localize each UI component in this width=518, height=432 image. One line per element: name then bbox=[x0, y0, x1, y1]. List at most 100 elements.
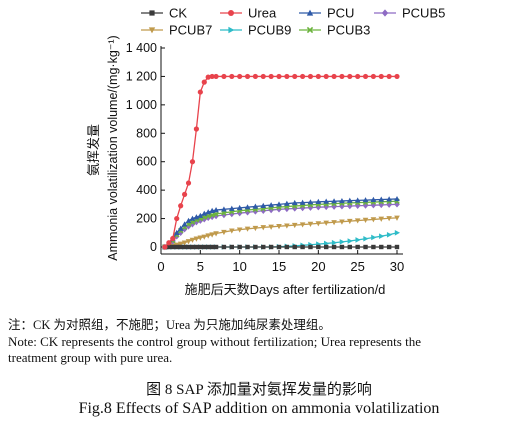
data-point-pcu bbox=[221, 206, 227, 212]
data-point-pcub7 bbox=[197, 235, 204, 241]
data-point-ck bbox=[284, 244, 290, 250]
data-point-urea bbox=[166, 240, 172, 246]
data-point-urea bbox=[201, 79, 207, 85]
data-point-ck bbox=[166, 244, 172, 250]
data-point-ck bbox=[276, 244, 282, 250]
x-tick-label: 30 bbox=[390, 259, 404, 274]
data-point-ck bbox=[363, 244, 368, 250]
legend-item-pcub9: PCUB9 bbox=[220, 23, 291, 38]
data-point-pcub7 bbox=[213, 231, 219, 237]
data-point-urea bbox=[276, 73, 282, 80]
data-point-ck bbox=[379, 244, 384, 250]
data-point-pcub3 bbox=[205, 213, 211, 219]
data-point-urea bbox=[370, 73, 376, 80]
data-point-ck bbox=[300, 244, 305, 250]
data-point-urea bbox=[331, 73, 337, 80]
data-point-pcub5 bbox=[189, 221, 196, 228]
data-point-pcub5 bbox=[205, 214, 211, 222]
data-point-pcu bbox=[201, 210, 208, 216]
legend-item-pcub7: PCUB7 bbox=[141, 23, 212, 38]
data-point-pcub9 bbox=[379, 233, 385, 239]
y-axis-title-cn: 氨挥发量 bbox=[86, 124, 101, 176]
data-point-pcub9 bbox=[363, 235, 369, 242]
data-point-urea bbox=[197, 89, 203, 95]
data-point-pcub7 bbox=[291, 222, 298, 229]
data-point-urea bbox=[244, 73, 251, 80]
data-point-ck bbox=[182, 244, 187, 250]
data-point-ck bbox=[174, 244, 179, 250]
data-point-ck bbox=[194, 244, 199, 250]
data-point-pcub7 bbox=[229, 228, 235, 234]
data-point-pcu bbox=[205, 209, 211, 215]
data-point-pcu bbox=[260, 202, 267, 208]
data-point-pcub7 bbox=[252, 225, 259, 232]
data-point-pcub9 bbox=[355, 237, 361, 243]
data-point-pcub7 bbox=[189, 237, 196, 243]
data-point-pcub5 bbox=[323, 203, 329, 211]
data-point-pcub5 bbox=[244, 209, 251, 216]
data-point-pcub5 bbox=[229, 210, 235, 218]
data-point-urea bbox=[162, 244, 168, 250]
data-point-pcu bbox=[252, 203, 259, 209]
data-point-pcu bbox=[276, 201, 282, 207]
data-point-pcub7 bbox=[193, 236, 200, 242]
data-point-pcub9 bbox=[331, 239, 338, 246]
legend-item-pcu: PCU bbox=[299, 6, 354, 21]
x-tick-label: 15 bbox=[272, 259, 286, 274]
data-point-ck bbox=[292, 244, 297, 250]
data-point-pcu bbox=[284, 200, 290, 206]
data-point-pcu bbox=[386, 196, 392, 202]
data-point-pcub7 bbox=[209, 232, 215, 238]
series-ck bbox=[162, 244, 400, 250]
data-point-ck bbox=[339, 244, 345, 250]
data-point-urea bbox=[315, 73, 321, 80]
y-tick-label: 1 200 bbox=[126, 69, 157, 83]
data-point-ck bbox=[213, 244, 219, 250]
data-point-ck bbox=[331, 244, 337, 250]
y-tick-label: 400 bbox=[136, 183, 157, 197]
data-point-pcub9 bbox=[371, 234, 377, 241]
data-point-pcub7 bbox=[185, 239, 192, 245]
data-point-urea bbox=[394, 73, 400, 80]
x-tick-label: 25 bbox=[350, 259, 364, 274]
data-point-urea bbox=[323, 73, 329, 80]
data-point-ck bbox=[316, 244, 321, 250]
data-point-pcub7 bbox=[181, 240, 188, 246]
data-point-pcub7 bbox=[299, 222, 306, 228]
data-point-urea bbox=[347, 73, 353, 80]
data-point-pcu bbox=[209, 207, 215, 213]
data-point-ck bbox=[190, 244, 195, 250]
y-tick-label: 0 bbox=[150, 240, 157, 254]
data-point-urea bbox=[229, 73, 235, 80]
data-point-pcub7 bbox=[260, 225, 267, 231]
data-point-urea bbox=[182, 191, 188, 198]
data-point-pcub7 bbox=[354, 218, 361, 224]
y-tick-label: 600 bbox=[136, 155, 157, 169]
data-point-pcub3 bbox=[209, 212, 215, 218]
data-point-ck bbox=[308, 244, 313, 250]
data-point-pcub5 bbox=[221, 211, 227, 219]
data-point-pcub7 bbox=[347, 218, 353, 225]
data-point-pcub7 bbox=[394, 215, 400, 221]
x-tick-label: 0 bbox=[157, 259, 164, 274]
legend-item-ck: CK bbox=[141, 6, 187, 21]
data-point-urea bbox=[362, 73, 369, 80]
data-point-pcu bbox=[268, 202, 274, 208]
data-point-pcub5 bbox=[299, 204, 306, 212]
data-point-urea bbox=[174, 215, 180, 222]
data-point-ck bbox=[202, 244, 207, 250]
data-point-urea bbox=[209, 73, 215, 80]
data-point-pcub5 bbox=[260, 207, 267, 214]
data-point-ck bbox=[237, 244, 242, 250]
chart-legend: CK Urea PCU PCUB5 PCUB7 PCUB9 PCUB3 bbox=[141, 6, 445, 38]
legend-marker-pcu bbox=[306, 9, 314, 16]
data-point-pcub7 bbox=[378, 216, 385, 222]
data-point-urea bbox=[170, 235, 176, 242]
data-point-pcub7 bbox=[386, 216, 392, 222]
x-tick-label: 5 bbox=[197, 259, 204, 274]
data-point-urea bbox=[355, 73, 361, 80]
legend-item-urea: Urea bbox=[220, 6, 277, 21]
data-point-pcub9 bbox=[347, 238, 353, 244]
data-point-pcu bbox=[299, 199, 306, 205]
